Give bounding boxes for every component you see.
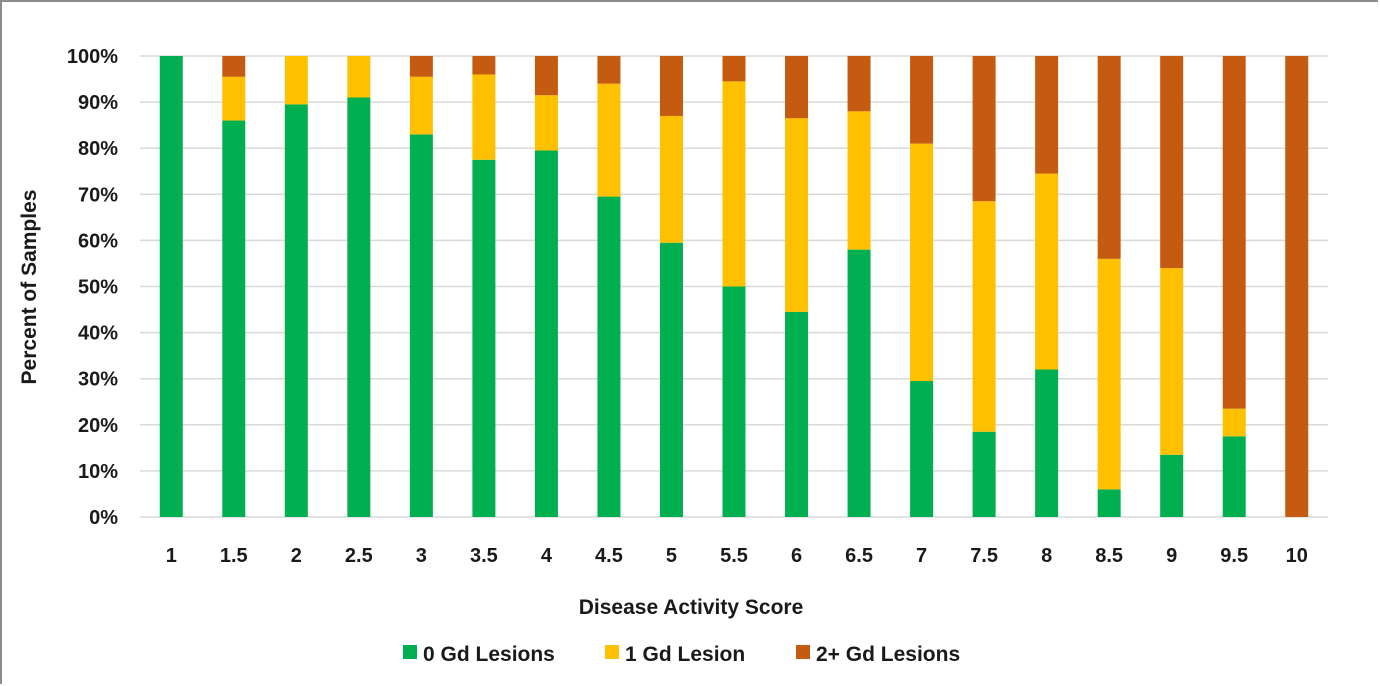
bar-segment [659,56,683,116]
bar-segment [597,56,621,84]
bar-segment [972,56,996,202]
bar-segment [1035,369,1059,517]
x-tick-label: 7.5 [970,545,998,567]
legend-swatch [605,645,619,659]
legend-label: 0 Gd Lesions [423,643,555,666]
x-tick-label: 1 [166,545,177,567]
bar-segment [910,381,934,517]
bar-segment [1222,436,1246,517]
x-tick-label: 10 [1286,545,1308,567]
bar-segment [1160,454,1184,517]
x-tick-label: 6 [791,545,802,567]
bar-segment [722,286,746,517]
y-tick-label: 30% [78,369,118,391]
bar-segment [472,159,496,517]
bar-segment [284,56,308,105]
bar-segment [222,56,246,77]
y-tick-label: 80% [78,138,118,160]
legend-label: 1 Gd Lesion [625,643,745,666]
legend-swatch [796,645,810,659]
legend-swatch [403,645,417,659]
x-tick-label: 9 [1166,545,1177,567]
bar-segment [347,56,371,98]
x-tick-label: 4.5 [595,545,623,567]
y-tick-label: 90% [78,92,118,114]
legend-label: 2+ Gd Lesions [816,643,960,666]
bar-segment [785,311,809,517]
x-tick-label: 9.5 [1220,545,1248,567]
y-tick-label: 70% [78,184,118,206]
bar-segment [785,118,809,312]
bar-segment [534,95,558,151]
x-tick-label: 4 [541,545,553,567]
bar-segment [1035,56,1059,174]
x-tick-label: 6.5 [845,545,873,567]
x-tick-label: 5.5 [720,545,748,567]
x-tick-label: 3 [416,545,427,567]
y-tick-label: 20% [78,415,118,437]
bar-segment [910,56,934,144]
bar-segment [972,201,996,432]
x-tick-label: 3.5 [470,545,498,567]
x-axis-ticks: 1 1.5 2 2.5 3 3.5 4 4.5 5 5.5 6 6.5 7 7.5 8 8.5 9 9.5 10 [166,545,1308,567]
y-tick-label: 40% [78,323,118,345]
bar-segment [1160,268,1184,455]
bar-segment [597,83,621,197]
bar-segment [1097,56,1121,259]
bar-segment [222,120,246,517]
x-axis-title: Disease Activity Score [579,596,804,619]
bar-segment [1097,489,1121,517]
bar-segment [284,104,308,517]
bar-segment [1285,56,1309,517]
y-tick-label: 50% [78,277,118,299]
y-tick-label: 10% [78,461,118,483]
y-tick-label: 100% [67,46,118,68]
y-tick-label: 60% [78,230,118,252]
bar-segment [972,431,996,517]
bar-segment [722,81,746,287]
x-tick-label: 1.5 [220,545,248,567]
bars [159,56,1309,518]
bar-segment [910,143,934,382]
bar-segment [409,76,433,135]
bar-segment [1222,408,1246,437]
bar-segment [1160,56,1184,269]
x-tick-label: 2.5 [345,545,373,567]
y-axis-ticks: 0% 10% 20% 30% 40% 50% 60% 70% 80% 90% 100% [67,46,118,529]
legend-item: 0 Gd Lesions [403,643,555,666]
x-tick-label: 7 [916,545,927,567]
bar-segment [785,56,809,119]
bar-segment [222,76,246,121]
bar-segment [472,56,496,75]
legend: 0 Gd Lesions 1 Gd Lesion 2+ Gd Lesions [403,643,960,666]
y-axis-title: Percent of Samples [18,190,41,385]
bar-segment [659,115,683,243]
bar-segment [659,242,683,517]
bar-segment [472,74,496,160]
bar-segment [409,56,433,77]
bar-segment [159,56,183,517]
legend-item: 1 Gd Lesion [605,643,745,666]
bar-segment [722,56,746,82]
bar-segment [847,56,871,112]
bar-segment [1222,56,1246,409]
x-tick-label: 2 [291,545,302,567]
x-tick-label: 8 [1041,545,1052,567]
bar-segment [409,134,433,517]
legend-item: 2+ Gd Lesions [796,643,960,666]
x-tick-label: 8.5 [1095,545,1123,567]
bar-segment [1035,173,1059,370]
bar-segment [534,56,558,96]
bar-segment [1097,258,1121,490]
x-tick-label: 5 [666,545,677,567]
bar-segment [847,249,871,517]
y-tick-label: 0% [89,507,118,529]
bar-segment [347,97,371,518]
bar-segment [847,111,871,250]
bar-segment [534,150,558,517]
bar-segment [597,196,621,518]
